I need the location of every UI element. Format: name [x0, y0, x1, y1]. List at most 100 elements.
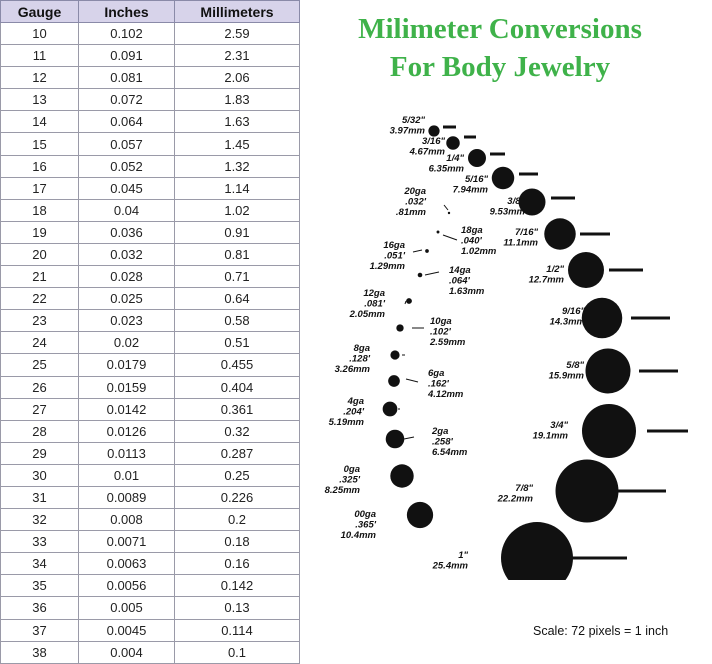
millimeters-cell: 0.71: [174, 265, 300, 289]
millimeters-column-header: Millimeters: [174, 0, 300, 23]
inches-cell: 0.01: [78, 463, 175, 487]
gauge-circle: [390, 464, 414, 488]
gauge-leader-line: [443, 204, 449, 211]
gauge-cell: 33: [0, 530, 79, 554]
gauge-size-label: 5/32" 3.97mm: [390, 115, 426, 137]
gauge-leader-line: [412, 249, 423, 253]
gauge-cell: 32: [0, 508, 79, 532]
inches-cell: 0.064: [78, 110, 175, 134]
gauge-size-label: 5/8" 15.9mm: [549, 360, 585, 382]
gauge-size-label: 1/4" 6.35mm: [429, 153, 465, 175]
millimeters-cell: 0.455: [174, 353, 300, 377]
gauge-cell: 38: [0, 640, 79, 664]
gauge-cell: 31: [0, 485, 79, 510]
table-row: 30 0.01 0.25: [0, 463, 300, 487]
table-row: 35 0.0056 0.142: [0, 574, 300, 598]
gauge-circle: [436, 230, 440, 234]
table-row: 13 0.072 1.83: [0, 88, 300, 112]
table-row: 15 0.057 1.45: [0, 132, 300, 156]
table-row: 31 0.0089 0.226: [0, 485, 300, 510]
millimeters-cell: 1.14: [174, 176, 300, 200]
gauge-size-label: 7/16" 11.1mm: [503, 227, 538, 249]
table-row: 28 0.0126 0.32: [0, 419, 300, 443]
millimeters-cell: 1.02: [174, 198, 300, 222]
gauge-size-label: 3/8" 9.53mm: [490, 196, 526, 218]
inches-cell: 0.057: [78, 132, 175, 156]
inches-cell: 0.0113: [78, 441, 175, 465]
gauge-size-label: 00ga .365' 10.4mm: [341, 509, 377, 541]
gauge-leader-line: [405, 378, 419, 383]
gauge-conversion-table: Gauge Inches Millimeters 10 0.102 2.59 11 0.…: [0, 0, 300, 664]
table-row: 17 0.045 1.14: [0, 176, 300, 200]
gauge-cell: 10: [0, 21, 79, 46]
gauge-cell: 19: [0, 220, 79, 244]
millimeters-cell: 1.83: [174, 88, 300, 112]
gauge-circle: [501, 522, 573, 580]
table-row: 37 0.0045 0.114: [0, 618, 300, 642]
gauge-circle: [406, 501, 434, 529]
millimeters-cell: 0.287: [174, 441, 300, 465]
millimeters-cell: 1.45: [174, 132, 300, 156]
gauge-size-label: 6ga .162' 4.12mm: [427, 368, 464, 400]
gauge-circle: [555, 459, 619, 523]
gauge-circle: [491, 166, 515, 190]
inches-cell: 0.02: [78, 331, 175, 355]
scale-note: Scale: 72 pixels = 1 inch: [533, 624, 669, 638]
gauge-size-label: 1/2" 12.7mm: [529, 264, 565, 286]
gauge-cell: 30: [0, 463, 79, 487]
gauge-circle: [388, 375, 400, 387]
table-row: 19 0.036 0.91: [0, 220, 300, 244]
millimeters-cell: 2.59: [174, 21, 300, 46]
gauge-cell: 15: [0, 132, 79, 156]
gauge-circle: [382, 401, 398, 417]
gauge-leader-line: [442, 234, 458, 241]
inches-cell: 0.0056: [78, 574, 175, 598]
inches-cell: 0.0142: [78, 397, 175, 421]
gauge-cell: 25: [0, 353, 79, 377]
gauge-cell: 20: [0, 242, 79, 267]
gauge-cell: 26: [0, 375, 79, 399]
inches-cell: 0.045: [78, 176, 175, 200]
gauge-cell: 12: [0, 66, 79, 90]
table-row: 11 0.091 2.31: [0, 44, 300, 68]
gauge-circle: [582, 404, 636, 458]
gauge-circle: [568, 252, 604, 288]
table-row: 25 0.0179 0.455: [0, 353, 300, 377]
gauge-cell: 22: [0, 287, 79, 311]
inches-cell: 0.0126: [78, 419, 175, 443]
gauge-circle: [425, 249, 429, 253]
millimeters-cell: 0.51: [174, 331, 300, 355]
gauge-cell: 11: [0, 44, 79, 68]
table-body: 10 0.102 2.59 11 0.091 2.31 12 0.081 2.06 13 0.072…: [0, 21, 300, 664]
gauge-size-label: 10ga .102' 2.59mm: [429, 316, 466, 348]
gauge-circle: [417, 272, 423, 278]
table-row: 12 0.081 2.06: [0, 66, 300, 90]
gauge-cell: 36: [0, 596, 79, 620]
gauge-size-label: 4ga .204' 5.19mm: [329, 396, 365, 428]
table-row: 10 0.102 2.59: [0, 21, 300, 46]
gauge-size-label: 14ga .064' 1.63mm: [449, 265, 485, 297]
gauge-cell: 34: [0, 552, 79, 576]
inches-cell: 0.008: [78, 508, 175, 532]
table-row: 23 0.023 0.58: [0, 309, 300, 333]
page-title-line-1: Milimeter Conversions: [358, 13, 642, 45]
table-row: 27 0.0142 0.361: [0, 397, 300, 421]
table-header-row: Gauge Inches Millimeters: [0, 0, 300, 23]
inches-cell: 0.0089: [78, 485, 175, 510]
millimeters-cell: 0.404: [174, 375, 300, 399]
table-row: 16 0.052 1.32: [0, 154, 300, 178]
table-row: 22 0.025 0.64: [0, 287, 300, 311]
gauge-size-label: 18ga .040' 1.02mm: [461, 225, 497, 257]
inches-cell: 0.025: [78, 287, 175, 311]
gauge-size-label: 3/16" 4.67mm: [409, 136, 446, 158]
table-row: 32 0.008 0.2: [0, 508, 300, 532]
gauge-leader-line: [403, 436, 415, 440]
inches-cell: 0.032: [78, 242, 175, 267]
inches-cell: 0.081: [78, 66, 175, 90]
inches-cell: 0.0045: [78, 618, 175, 642]
inches-cell: 0.005: [78, 596, 175, 620]
inches-cell: 0.0071: [78, 530, 175, 554]
gauge-cell: 16: [0, 154, 79, 178]
gauge-circle: [518, 188, 546, 216]
gauge-size-label: 20ga .032' .81mm: [396, 186, 427, 218]
